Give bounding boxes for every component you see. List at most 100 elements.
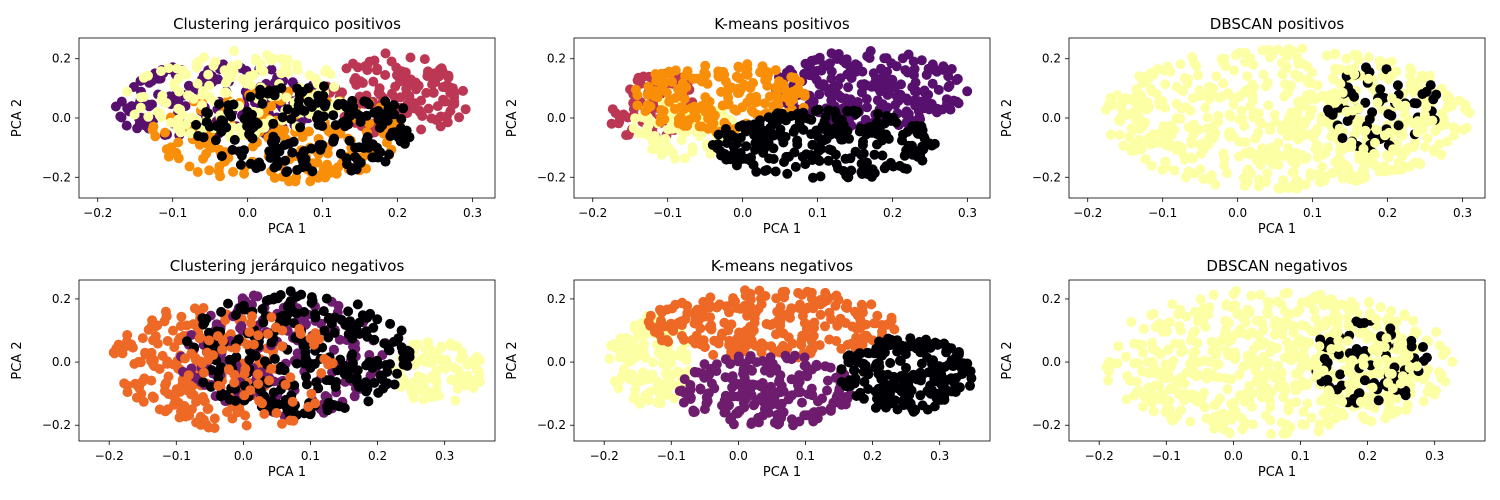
data-point xyxy=(380,70,391,80)
data-point xyxy=(291,358,302,369)
data-point xyxy=(369,377,380,388)
data-point xyxy=(454,112,465,123)
data-point xyxy=(274,312,284,323)
data-point xyxy=(1383,152,1394,163)
data-point xyxy=(850,373,861,384)
x-axis-label: PCA 1 xyxy=(1258,465,1296,480)
x-tick-label: −0.1 xyxy=(1148,206,1177,220)
data-point xyxy=(347,95,358,106)
data-point xyxy=(918,96,929,107)
data-point xyxy=(173,137,184,148)
data-point xyxy=(1375,302,1386,313)
data-point xyxy=(198,377,209,388)
data-point xyxy=(109,348,120,359)
data-point xyxy=(1285,399,1295,409)
data-point xyxy=(1328,73,1338,84)
data-point xyxy=(794,370,805,381)
data-point xyxy=(682,120,692,131)
scatter-panel: −0.2 −0.1 0.0 0.1 0.2 0.3−0.20.00.2Clustering… xyxy=(10,15,496,237)
data-point xyxy=(753,395,764,406)
data-point xyxy=(869,168,880,178)
data-point xyxy=(705,148,716,159)
data-point xyxy=(724,335,735,346)
data-point xyxy=(1250,355,1260,366)
data-point xyxy=(1367,344,1378,355)
data-point xyxy=(727,373,738,384)
chart-title: K-means positivos xyxy=(714,15,850,33)
data-point xyxy=(1360,97,1371,108)
data-point xyxy=(1343,321,1354,331)
data-point xyxy=(798,124,809,135)
data-point xyxy=(676,385,687,396)
data-point xyxy=(1262,77,1273,88)
data-point xyxy=(1326,131,1337,142)
y-axis-label: PCA 2 xyxy=(10,99,25,137)
data-point xyxy=(835,313,846,324)
data-point xyxy=(1189,127,1200,138)
data-point xyxy=(795,299,805,310)
data-point xyxy=(203,403,214,414)
data-point xyxy=(350,142,361,153)
data-point xyxy=(266,55,277,66)
data-point xyxy=(198,319,209,330)
data-point xyxy=(1246,327,1257,338)
data-point xyxy=(172,123,183,134)
data-point xyxy=(216,151,227,162)
data-point xyxy=(192,78,203,89)
data-point xyxy=(624,335,635,346)
data-point xyxy=(143,111,154,122)
data-point xyxy=(907,149,918,160)
data-point xyxy=(239,168,250,179)
data-point xyxy=(682,66,693,77)
data-point xyxy=(150,131,161,142)
data-point xyxy=(1187,354,1198,365)
data-point xyxy=(406,77,416,88)
data-point xyxy=(1186,136,1197,147)
data-point xyxy=(1176,103,1187,114)
data-point xyxy=(1242,177,1253,188)
data-point xyxy=(1193,370,1204,380)
data-point xyxy=(735,303,746,314)
y-axis-label: PCA 2 xyxy=(1000,341,1015,379)
data-point xyxy=(160,127,170,138)
data-point xyxy=(1135,122,1146,132)
data-point xyxy=(843,82,854,93)
data-point xyxy=(208,60,219,71)
data-point xyxy=(788,94,799,105)
data-point xyxy=(344,373,355,384)
data-point xyxy=(846,73,857,83)
data-point xyxy=(694,121,705,132)
y-tick-label: −0.2 xyxy=(537,170,566,184)
data-point xyxy=(793,380,803,391)
data-point xyxy=(1128,107,1138,118)
data-point xyxy=(699,372,710,383)
data-point xyxy=(1240,418,1251,428)
data-point xyxy=(902,67,913,78)
data-point xyxy=(739,402,750,413)
data-point xyxy=(422,337,433,348)
data-point xyxy=(1199,402,1210,413)
data-point xyxy=(295,328,306,339)
data-point xyxy=(704,96,715,107)
data-point xyxy=(1112,358,1123,369)
data-point xyxy=(1133,358,1143,369)
x-tick-label: 0.1 xyxy=(313,206,332,220)
data-point xyxy=(343,306,354,317)
data-point xyxy=(923,341,934,352)
x-tick-label: 0.3 xyxy=(435,449,454,463)
x-tick-label: 0.0 xyxy=(1224,449,1243,463)
data-point xyxy=(731,160,742,171)
data-point xyxy=(840,58,851,69)
data-point xyxy=(392,70,402,81)
data-point xyxy=(1131,376,1142,387)
data-point xyxy=(152,338,163,349)
data-point xyxy=(1183,74,1193,84)
data-point xyxy=(1296,320,1307,331)
data-point xyxy=(217,335,228,346)
data-point xyxy=(1118,140,1129,151)
data-point xyxy=(234,405,245,416)
data-point xyxy=(330,120,341,131)
x-tick-label: 0.0 xyxy=(238,206,257,220)
data-point xyxy=(1189,57,1200,68)
data-point xyxy=(832,54,842,64)
